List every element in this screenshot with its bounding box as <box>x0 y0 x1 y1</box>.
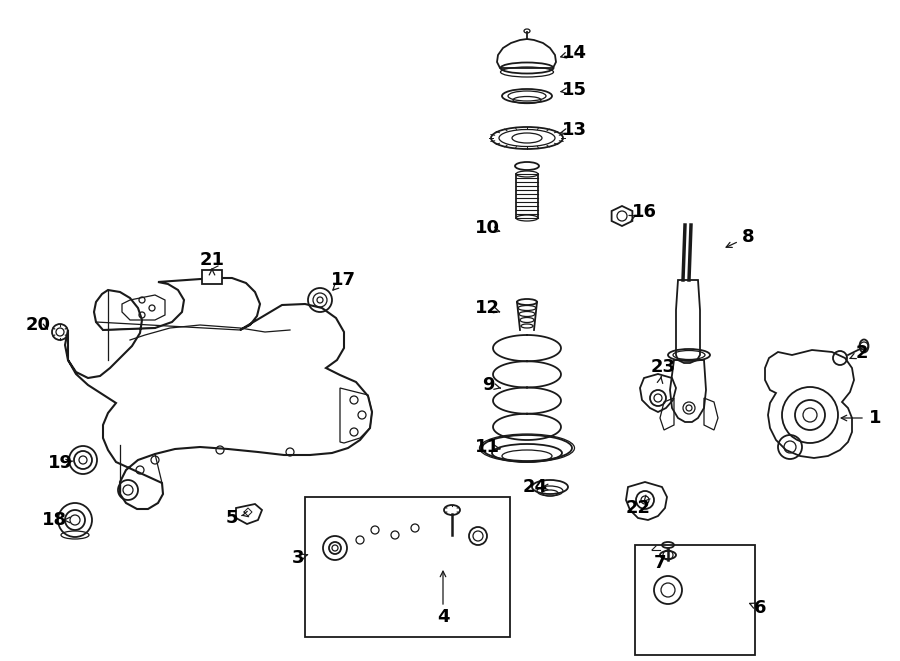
Text: 19: 19 <box>48 454 73 472</box>
Text: 6: 6 <box>754 599 766 617</box>
Bar <box>305 497 510 637</box>
Text: 23: 23 <box>651 358 676 376</box>
Bar <box>202 270 222 284</box>
Text: 11: 11 <box>474 438 500 456</box>
Text: 24: 24 <box>523 478 547 496</box>
Text: 12: 12 <box>474 299 500 317</box>
Text: 17: 17 <box>330 271 356 289</box>
Text: 22: 22 <box>626 499 651 517</box>
Text: 15: 15 <box>562 81 587 99</box>
Text: 2: 2 <box>856 344 868 362</box>
Text: 7: 7 <box>653 554 666 572</box>
Text: 10: 10 <box>474 219 500 237</box>
Text: 5: 5 <box>226 509 239 527</box>
Text: 13: 13 <box>562 121 587 139</box>
Text: 20: 20 <box>25 316 50 334</box>
Text: 18: 18 <box>42 511 68 529</box>
Text: 4: 4 <box>436 608 449 626</box>
Bar <box>635 545 755 655</box>
Text: 1: 1 <box>868 409 881 427</box>
Text: 16: 16 <box>632 203 656 221</box>
Text: 14: 14 <box>562 44 587 62</box>
Text: 21: 21 <box>200 251 224 269</box>
Text: 9: 9 <box>482 376 494 394</box>
Text: 3: 3 <box>292 549 304 567</box>
Text: 8: 8 <box>742 228 754 246</box>
